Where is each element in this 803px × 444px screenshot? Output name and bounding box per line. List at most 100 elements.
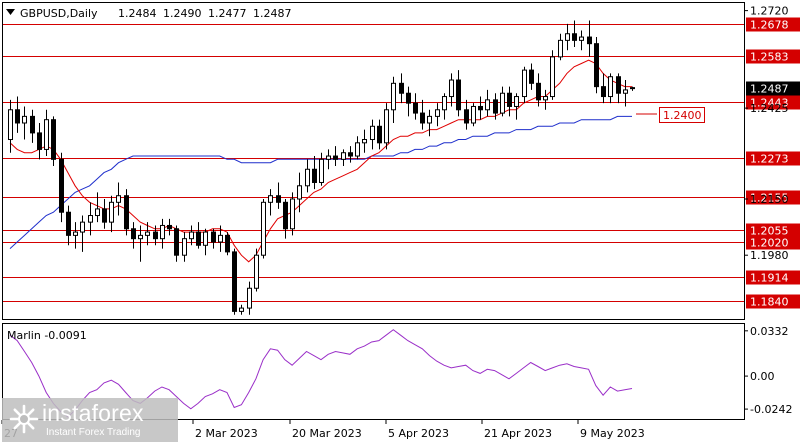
level-tag-8: 1.1840 [750, 296, 789, 309]
oscillator-label: Marlin -0.0091 [7, 329, 87, 342]
candle-body-38 [283, 201, 288, 230]
candle-body-9 [73, 231, 78, 236]
candle-body-27 [203, 231, 208, 246]
level-tag-3: 1.2273 [750, 153, 789, 166]
ohlc-open: 1.2484 [118, 7, 157, 20]
candle-body-32 [239, 307, 244, 312]
symbol-label: GBPUSD,Daily [20, 7, 98, 20]
candle-body-65 [478, 105, 483, 111]
osc-tick-0: 0.0332 [750, 325, 789, 338]
candle-body-83 [608, 76, 613, 98]
candle-body-15 [116, 195, 121, 203]
candle-body-67 [493, 99, 498, 114]
candles [8, 20, 635, 315]
level-tag-bg-8 [746, 294, 800, 309]
time-label-1: 2 Mar 2023 [195, 427, 258, 440]
candle-body-20 [153, 231, 158, 240]
annotation-box [659, 107, 705, 123]
candle-body-51 [377, 125, 382, 144]
level-tag-6: 1.2020 [750, 237, 789, 250]
candle-body-33 [247, 287, 252, 309]
level-tag-bg-3 [746, 151, 800, 166]
price-axis: 1.2678 1.2583 1.2443 1.2273 1.2155 1.20551.20… [744, 5, 800, 309]
candle-body-23 [174, 228, 179, 256]
candle-body-58 [427, 115, 432, 124]
level-tag-7: 1.1914 [750, 272, 789, 285]
price-pane-frame [2, 2, 745, 320]
time-label-2: 20 Mar 2023 [292, 427, 362, 440]
candle-body-77 [565, 33, 570, 41]
candle-body-14 [109, 201, 114, 223]
candle-body-26 [196, 231, 201, 246]
oscillator-axis: 0.0332 0.00 -0.0242 [744, 325, 792, 416]
candle-body-1 [15, 109, 20, 124]
annotation-label: 1.2400 [663, 109, 702, 122]
level-tag-bg-0 [746, 17, 800, 32]
ohlc-high: 1.2490 [163, 7, 202, 20]
level-tag-4: 1.2155 [750, 192, 789, 205]
candle-body-69 [507, 92, 512, 107]
level-tag-bg-1 [746, 49, 800, 64]
candle-body-63 [464, 109, 469, 124]
candle-body-21 [160, 224, 165, 240]
osc-tick-1: 0.00 [750, 370, 775, 383]
candle-body-71 [522, 69, 527, 98]
candle-body-59 [435, 109, 440, 117]
candle-body-12 [95, 208, 100, 217]
candle-body-8 [66, 211, 71, 236]
collapse-triangle-icon[interactable] [6, 9, 15, 15]
candle-body-81 [594, 43, 599, 88]
price-tick-1: 1.2425 [750, 102, 789, 115]
candle-body-62 [456, 79, 461, 111]
candle-body-25 [189, 231, 194, 240]
candle-body-75 [550, 56, 555, 98]
candle-body-78 [572, 33, 577, 41]
candle-body-29 [218, 234, 223, 243]
candle-body-86 [630, 87, 635, 90]
price-tick-2: 1.2150 [750, 193, 789, 206]
candle-body-55 [406, 92, 411, 104]
candle-body-39 [290, 198, 295, 230]
price-tick-0: 1.2720 [750, 5, 789, 18]
candle-body-64 [471, 105, 476, 124]
candle-body-11 [88, 215, 93, 223]
candle-body-56 [413, 102, 418, 114]
candle-body-70 [514, 96, 519, 107]
candle-body-13 [102, 208, 107, 223]
time-label-3: 5 Apr 2023 [388, 427, 449, 440]
watermark: instaforex Instant Forex Trading [2, 398, 178, 442]
time-label-5: 9 May 2023 [580, 427, 645, 440]
price-tick-3: 1.1980 [750, 249, 789, 262]
candle-body-61 [449, 79, 454, 98]
level-tag-5: 1.2055 [750, 225, 789, 238]
level-tag-bg-6 [746, 235, 800, 250]
candle-body-44 [326, 155, 331, 160]
candle-body-16 [124, 195, 129, 230]
candle-body-82 [601, 86, 606, 98]
watermark-name: instaforex [42, 400, 144, 426]
candle-body-24 [182, 238, 187, 256]
candle-body-31 [232, 251, 237, 312]
level-tag-1: 1.2583 [750, 51, 789, 64]
candle-body-49 [362, 139, 367, 144]
oscillator-line [9, 329, 633, 418]
candle-body-18 [138, 234, 143, 240]
oscillator [9, 329, 633, 418]
osc-tick-2: -0.0242 [750, 403, 792, 416]
candle-body-52 [384, 109, 389, 144]
candle-body-73 [536, 82, 541, 101]
candle-body-60 [442, 96, 447, 111]
ohlc-close: 1.2487 [253, 7, 292, 20]
candle-body-36 [268, 195, 273, 203]
candle-body-54 [399, 82, 404, 94]
candle-body-46 [341, 152, 346, 160]
candle-body-0 [8, 109, 13, 141]
level-tag-bg-4 [746, 190, 800, 205]
candle-body-4 [37, 132, 42, 150]
candle-body-47 [348, 152, 353, 157]
candle-body-66 [485, 99, 490, 111]
candle-body-85 [623, 89, 628, 94]
candle-body-17 [131, 228, 136, 240]
last-price-tag-bg [746, 81, 800, 96]
